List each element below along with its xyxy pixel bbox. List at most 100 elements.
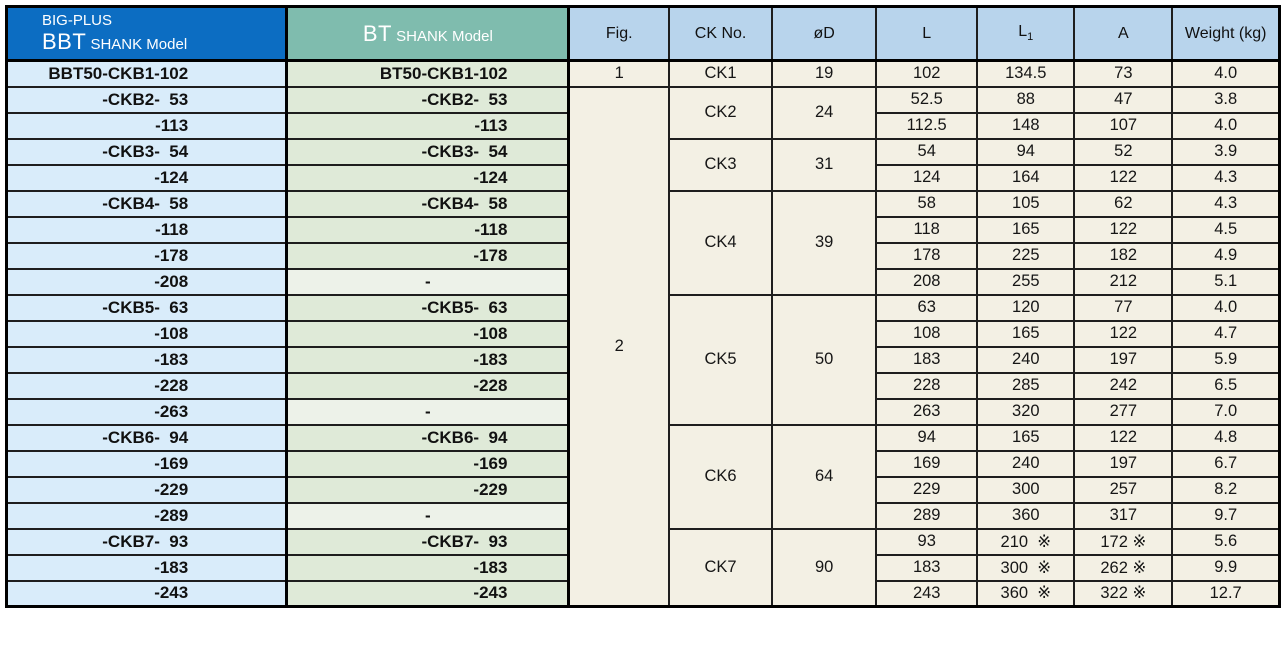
weight-cell: 4.0 xyxy=(1171,111,1281,140)
l-cell: 263 xyxy=(875,397,979,426)
table-row: -CKB5- 63 -CKB5- 63 CK5 50 63 120 77 4.0 xyxy=(5,293,1281,426)
bt-model-cell: - xyxy=(285,501,571,530)
a-cell: 257 xyxy=(1073,475,1174,504)
bbt-model-cell: -118 xyxy=(5,215,289,244)
weight-cell: 4.0 xyxy=(1171,59,1281,88)
bbt-model-cell: -208 xyxy=(5,267,289,296)
bbt-model-cell: -108 xyxy=(5,319,289,348)
weight-cell: 12.7 xyxy=(1171,579,1281,608)
weight-cell: 6.5 xyxy=(1171,371,1281,400)
a-cell: 277 xyxy=(1073,397,1174,426)
bt-model-cell: - xyxy=(285,397,571,426)
a-cell: 122 xyxy=(1073,319,1174,348)
header-ck-no: CK No. xyxy=(668,5,774,62)
bt-model-cell: -118 xyxy=(285,215,571,244)
l-cell: 58 xyxy=(875,189,979,218)
a-cell: 262 ※ xyxy=(1073,553,1174,582)
table-row: -CKB2- 53 -CKB2- 53 2 CK2 24 52.5 88 47 3.8 xyxy=(5,85,1281,608)
l-cell: 112.5 xyxy=(875,111,979,140)
header-l1: L1 xyxy=(976,5,1076,62)
ck-no-cell: CK2 xyxy=(668,85,774,140)
bbt-model-cell: -243 xyxy=(5,579,289,608)
weight-cell: 9.7 xyxy=(1171,501,1281,530)
diameter-cell: 90 xyxy=(771,527,878,608)
a-cell: 52 xyxy=(1073,137,1174,166)
table-row: -183 -183 183 240 197 5.9 xyxy=(5,345,1281,374)
bt-model-cell: -178 xyxy=(285,241,571,270)
l-cell: 229 xyxy=(875,475,979,504)
table-row: -289-289 360 317 9.7 xyxy=(5,501,1281,530)
bt-model-cell: -113 xyxy=(285,111,571,140)
bt-shank-label: SHANK Model xyxy=(391,27,493,45)
l-cell: 178 xyxy=(875,241,979,270)
diameter-cell: 24 xyxy=(771,85,878,140)
a-cell: 322 ※ xyxy=(1073,579,1174,608)
ck-no-cell: CK5 xyxy=(668,293,774,426)
bbt-model-cell: -124 xyxy=(5,163,289,192)
l-cell: 54 xyxy=(875,137,979,166)
ck-no-cell: CK3 xyxy=(668,137,774,192)
l1-cell: 360 xyxy=(976,501,1076,530)
table-row: -118 -118 118 165 122 4.5 xyxy=(5,215,1281,244)
weight-cell: 5.9 xyxy=(1171,345,1281,374)
a-cell: 242 xyxy=(1073,371,1174,400)
diameter-cell: 19 xyxy=(771,59,878,88)
bbt-model-cell: -178 xyxy=(5,241,289,270)
header-bbt-shank-model: BIG-PLUS BBT SHANK Model xyxy=(5,5,289,62)
table-row: -CKB3- 54 -CKB3- 54 CK3 31 54 94 52 3.9 xyxy=(5,137,1281,192)
l1-cell: 165 xyxy=(976,423,1076,452)
l1-cell: 360 ※ xyxy=(976,579,1076,608)
bt-model-cell: -228 xyxy=(285,371,571,400)
bbt-model-cell: -CKB2- 53 xyxy=(5,85,289,114)
a-cell: 122 xyxy=(1073,163,1174,192)
table-header: BIG-PLUS BBT SHANK Model BT SHANK Model … xyxy=(5,5,1281,62)
table-row: -229 -229 229 300 257 8.2 xyxy=(5,475,1281,504)
weight-cell: 3.9 xyxy=(1171,137,1281,166)
bt-model-cell: -108 xyxy=(285,319,571,348)
bbt-model-cell: -229 xyxy=(5,475,289,504)
ck-no-cell: CK1 xyxy=(668,59,774,88)
a-cell: 122 xyxy=(1073,423,1174,452)
table-row: -CKB7- 93 -CKB7- 93 CK7 90 93 210 ※ 172 ※ 5.6 xyxy=(5,527,1281,608)
fig-cell: 2 xyxy=(567,85,671,608)
spec-table: BIG-PLUS BBT SHANK Model BT SHANK Model … xyxy=(5,5,1281,608)
a-cell: 47 xyxy=(1073,85,1174,114)
bbt-model-cell: -CKB7- 93 xyxy=(5,527,289,556)
a-cell: 62 xyxy=(1073,189,1174,218)
l-cell: 183 xyxy=(875,553,979,582)
weight-cell: 9.9 xyxy=(1171,553,1281,582)
l-cell: 102 xyxy=(875,59,979,88)
table-row: -169 -169 169 240 197 6.7 xyxy=(5,449,1281,478)
l-cell: 93 xyxy=(875,527,979,556)
l1-cell: 148 xyxy=(976,111,1076,140)
bt-brand-label: BT xyxy=(362,20,392,46)
l-cell: 52.5 xyxy=(875,85,979,114)
weight-cell: 4.0 xyxy=(1171,293,1281,322)
bbt-model-cell: -263 xyxy=(5,397,289,426)
l-cell: 63 xyxy=(875,293,979,322)
bbt-model-cell: -169 xyxy=(5,449,289,478)
bt-model-cell: BT50-CKB1-102 xyxy=(285,59,571,88)
bt-model-cell: -124 xyxy=(285,163,571,192)
l1-cell: 120 xyxy=(976,293,1076,322)
l-cell: 108 xyxy=(875,319,979,348)
bbt-shank-label: BBT SHANK Model xyxy=(42,29,188,55)
l-cell: 118 xyxy=(875,215,979,244)
l1-cell: 285 xyxy=(976,371,1076,400)
bt-model-cell: -183 xyxy=(285,553,571,582)
weight-cell: 4.3 xyxy=(1171,163,1281,192)
table-row: -CKB4- 58 -CKB4- 58 CK4 39 58 105 62 4.3 xyxy=(5,189,1281,296)
l1-cell: 300 ※ xyxy=(976,553,1076,582)
l1-cell: 94 xyxy=(976,137,1076,166)
fig-cell: 1 xyxy=(567,59,671,88)
diameter-cell: 31 xyxy=(771,137,878,192)
a-cell: 197 xyxy=(1073,345,1174,374)
bbt-model-cell: -CKB6- 94 xyxy=(5,423,289,452)
l-cell: 124 xyxy=(875,163,979,192)
bt-model-cell: -243 xyxy=(285,579,571,608)
weight-cell: 7.0 xyxy=(1171,397,1281,426)
weight-cell: 4.8 xyxy=(1171,423,1281,452)
l1-cell: 165 xyxy=(976,319,1076,348)
l1-cell: 105 xyxy=(976,189,1076,218)
